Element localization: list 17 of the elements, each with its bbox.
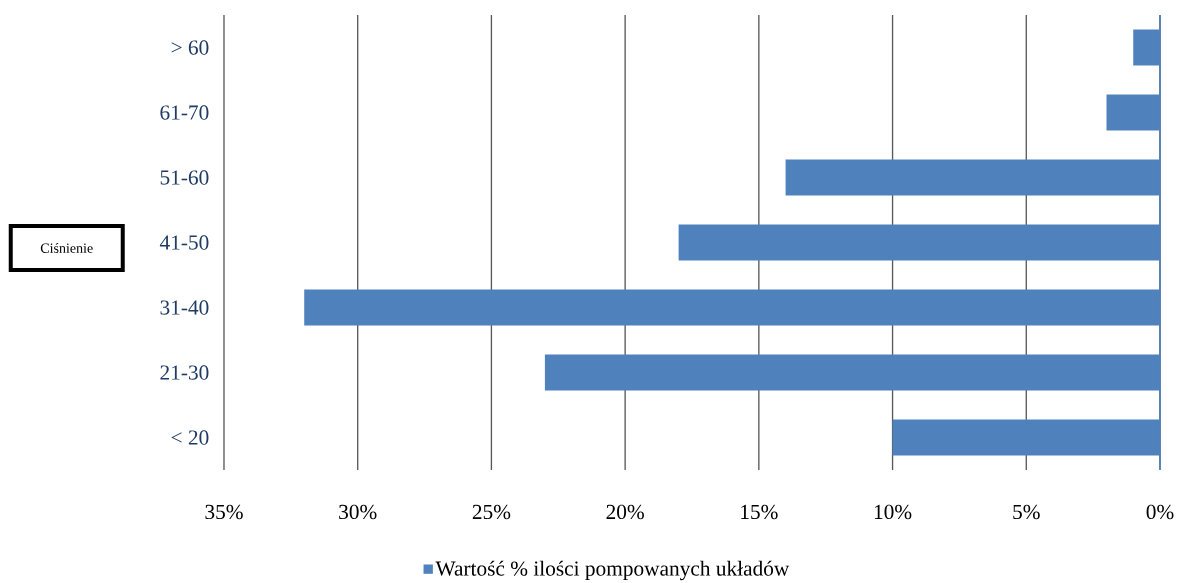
y-tick-label: 41-50 (159, 235, 209, 250)
y-tick-label: > 60 (171, 40, 209, 55)
y-tick-label: 21-30 (160, 365, 209, 380)
y-axis-title: Ciśnienie (40, 243, 93, 253)
x-tick-label: 35% (205, 504, 243, 520)
x-tick-label: 5% (1013, 504, 1040, 520)
x-tick-label: 0% (1146, 504, 1174, 520)
x-tick-label: 10% (874, 504, 912, 520)
x-tick-label: 20% (606, 504, 644, 520)
x-tick-label: 15% (741, 504, 778, 520)
x-tick-label: 25% (472, 504, 511, 520)
y-tick-label: 51-60 (160, 170, 209, 185)
x-tick-label: 30% (339, 504, 377, 520)
y-tick-label: < 20 (171, 430, 209, 445)
y-tick-label: 61-70 (160, 105, 209, 120)
y-tick-label: 31-40 (160, 300, 209, 315)
legend-label: Wartość % ilości pompowanych układów (435, 560, 790, 581)
